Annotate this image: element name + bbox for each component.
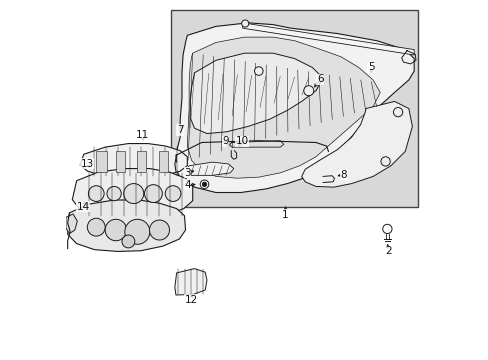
Circle shape xyxy=(144,185,162,203)
Polygon shape xyxy=(116,151,124,172)
Polygon shape xyxy=(187,37,380,178)
Polygon shape xyxy=(175,269,206,295)
Polygon shape xyxy=(175,23,413,193)
Polygon shape xyxy=(67,200,185,251)
Circle shape xyxy=(303,86,313,96)
Polygon shape xyxy=(242,23,413,55)
Circle shape xyxy=(254,67,263,75)
Text: 5: 5 xyxy=(367,63,374,72)
Polygon shape xyxy=(301,102,411,187)
Circle shape xyxy=(122,235,135,248)
Circle shape xyxy=(87,218,105,236)
Text: 11: 11 xyxy=(136,130,149,140)
Polygon shape xyxy=(96,151,107,172)
Circle shape xyxy=(380,157,389,166)
Text: 14: 14 xyxy=(76,202,89,212)
Text: 9: 9 xyxy=(222,136,228,147)
Text: 4: 4 xyxy=(183,180,190,190)
Text: 7: 7 xyxy=(177,125,183,135)
Circle shape xyxy=(107,186,121,201)
Polygon shape xyxy=(159,151,167,172)
Text: 6: 6 xyxy=(316,74,323,84)
Text: 3: 3 xyxy=(183,168,190,178)
Circle shape xyxy=(202,182,206,186)
Polygon shape xyxy=(80,144,187,178)
Circle shape xyxy=(393,108,402,117)
Circle shape xyxy=(123,184,143,203)
Circle shape xyxy=(165,186,181,202)
Polygon shape xyxy=(66,214,77,234)
Text: 1: 1 xyxy=(282,210,288,220)
Circle shape xyxy=(200,180,208,189)
Polygon shape xyxy=(137,151,146,172)
Circle shape xyxy=(88,186,104,202)
Text: 8: 8 xyxy=(340,170,346,180)
Text: 12: 12 xyxy=(184,295,198,305)
Circle shape xyxy=(105,219,126,241)
Bar xyxy=(171,10,417,207)
Circle shape xyxy=(382,224,391,234)
Polygon shape xyxy=(190,53,323,134)
Polygon shape xyxy=(72,168,192,219)
Circle shape xyxy=(149,220,169,240)
Circle shape xyxy=(241,20,248,27)
Polygon shape xyxy=(186,162,233,175)
Text: 10: 10 xyxy=(235,136,248,147)
Text: 2: 2 xyxy=(384,247,390,256)
Circle shape xyxy=(124,219,149,244)
Text: 13: 13 xyxy=(81,159,94,169)
